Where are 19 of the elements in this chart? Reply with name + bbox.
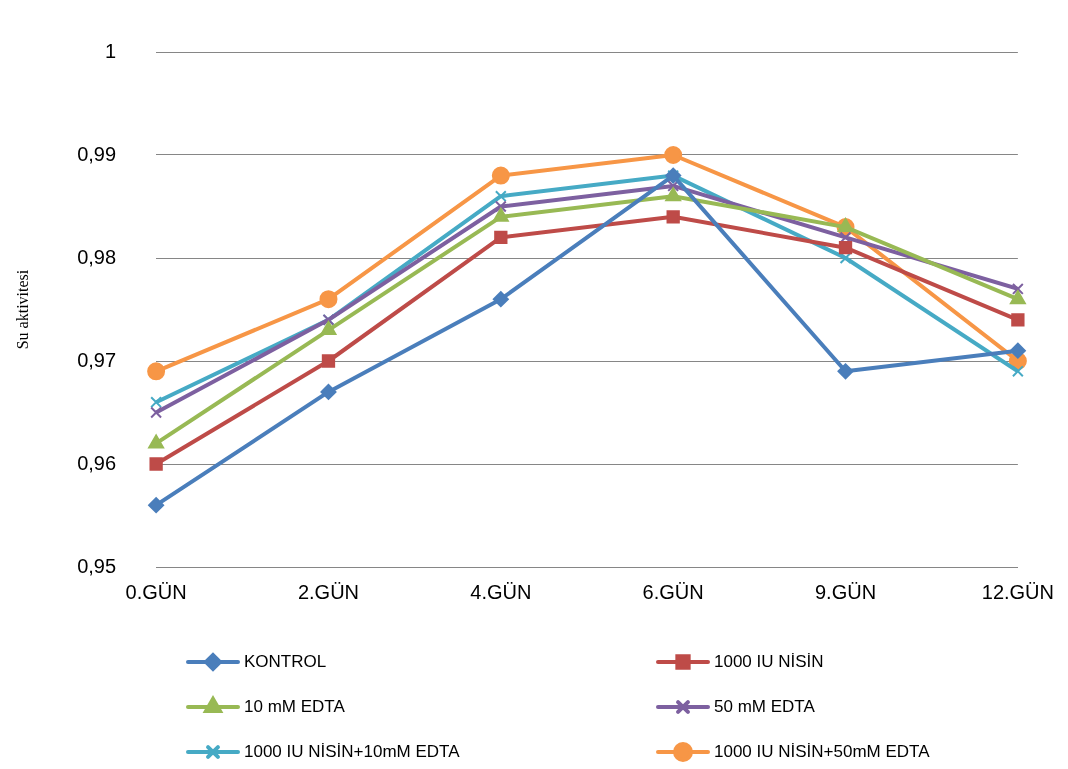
y-tick-label: 0,98: [77, 245, 117, 268]
x-tick-label: 6.GÜN: [642, 580, 704, 603]
y-tick-label: 0,96: [77, 451, 117, 474]
legend-label: 1000 IU NİSİN+50mM EDTA: [714, 741, 931, 761]
x-tick-label: 0.GÜN: [125, 580, 187, 603]
legend-label: 1000 IU NİSİN: [714, 651, 824, 671]
legend-label: 10 mM EDTA: [244, 696, 346, 716]
y-axis-title: Su aktivitesi: [13, 269, 31, 350]
legend-label: KONTROL: [244, 651, 327, 671]
y-tick-label: 0,97: [77, 348, 117, 371]
x-tick-label: 4.GÜN: [470, 580, 532, 603]
legend-label: 50 mM EDTA: [714, 696, 816, 716]
legend-label: 1000 IU NİSİN+10mM EDTA: [244, 741, 461, 761]
y-tick-label: 1: [105, 39, 117, 62]
x-tick-label: 2.GÜN: [297, 580, 360, 603]
x-tick-label: 9.GÜN: [814, 580, 877, 603]
x-tick-label: 12.GÜN: [981, 580, 1054, 603]
y-tick-label: 0,99: [77, 142, 117, 165]
y-tick-label: 0,95: [77, 554, 117, 577]
